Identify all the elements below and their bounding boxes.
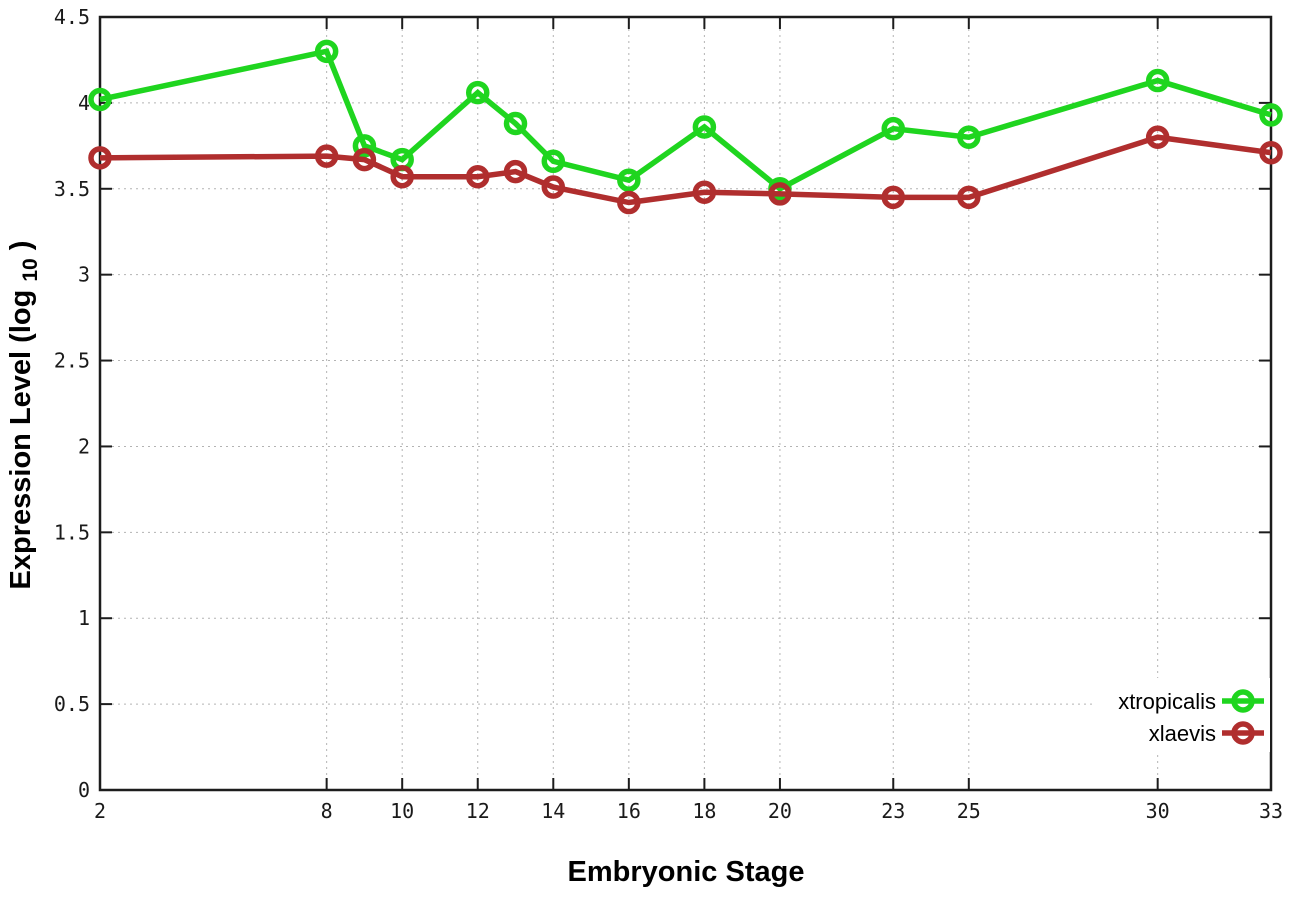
legend-label-xtropicalis: xtropicalis [1118, 689, 1216, 714]
y-tick-label: 1.5 [54, 520, 90, 544]
data-point-xtropicalis [617, 168, 641, 192]
grid-layer [99, 16, 1272, 791]
series-line-xlaevis [99, 134, 1272, 206]
series-line-xtropicalis [99, 48, 1272, 193]
data-point-xtropicalis [503, 111, 528, 136]
x-tick-label: 20 [768, 799, 792, 823]
x-tick-label: 8 [321, 799, 333, 823]
y-tick-label: 4 [78, 91, 90, 115]
data-point-xtropicalis [1259, 103, 1283, 127]
data-point-xtropicalis [881, 116, 906, 141]
data-point-xlaevis [465, 165, 490, 189]
x-tick-label: 14 [541, 799, 565, 823]
x-tick-label: 16 [617, 799, 641, 823]
x-tick-label: 25 [957, 799, 981, 823]
x-tick-labels: 2 8 10 12 14 16 18 20 23 25 30 33 [94, 799, 1283, 823]
data-point-xtropicalis [541, 149, 566, 174]
x-tick-label: 33 [1259, 799, 1283, 823]
legend-marker-point-xtropicalis [1231, 689, 1255, 713]
data-point-xlaevis [957, 185, 981, 210]
data-point-xlaevis [1259, 140, 1283, 165]
y-tick-label: 3.5 [54, 177, 90, 201]
x-tick-label: 23 [881, 799, 905, 823]
x-tick-label: 18 [692, 799, 716, 823]
legend-marker-point-xlaevis [1231, 721, 1255, 745]
x-tick-label: 10 [390, 799, 414, 823]
data-point-xlaevis [352, 147, 377, 172]
data-point-xtropicalis [692, 115, 717, 139]
data-point-xtropicalis [352, 134, 377, 158]
legend: xtropicalis xlaevis [1092, 678, 1270, 752]
y-tick-label: 2.5 [54, 349, 90, 373]
data-point-xtropicalis [465, 80, 490, 105]
y-tick-label: 1 [78, 606, 90, 630]
data-point-xlaevis [617, 190, 641, 215]
y-axis-title: Expression Level (log 10 ) [5, 241, 44, 590]
y-tick-label: 2 [78, 434, 90, 458]
data-point-xlaevis [390, 165, 414, 189]
legend-markers [1222, 689, 1264, 745]
y-tick-labels: 0 0.5 1 1.5 2 2.5 3 3.5 4 4.5 [54, 5, 90, 802]
y-axis-title-main: Expression Level (log [5, 290, 37, 590]
data-point-xtropicalis [957, 125, 981, 149]
y-tick-label: 0.5 [54, 692, 90, 716]
legend-label-xlaevis: xlaevis [1149, 721, 1216, 746]
data-point-xlaevis [881, 185, 906, 210]
series-layer [88, 39, 1283, 215]
y-axis-title-subscript: 10 [19, 258, 42, 281]
x-tick-label: 12 [466, 799, 490, 823]
data-point-xlaevis [314, 144, 339, 168]
y-tick-label: 0 [78, 778, 90, 802]
plot-border [98, 15, 1273, 792]
x-tick-label: 30 [1146, 799, 1170, 823]
y-tick-label: 4.5 [54, 5, 90, 29]
data-point-xlaevis [1145, 125, 1170, 149]
data-point-xtropicalis [1145, 68, 1170, 93]
data-point-xlaevis [692, 180, 717, 204]
data-point-xlaevis [88, 146, 112, 170]
data-point-xlaevis [503, 159, 528, 184]
tick-marks-layer [99, 16, 1272, 791]
y-axis-title-close-paren: ) [5, 241, 37, 251]
x-axis-title: Embryonic Stage [568, 856, 805, 888]
x-tick-label: 2 [94, 799, 106, 823]
data-point-xtropicalis [314, 39, 339, 64]
data-point-xlaevis [768, 182, 792, 206]
data-point-xlaevis [541, 175, 566, 199]
y-tick-label: 3 [78, 263, 90, 287]
data-point-xtropicalis [88, 87, 112, 112]
